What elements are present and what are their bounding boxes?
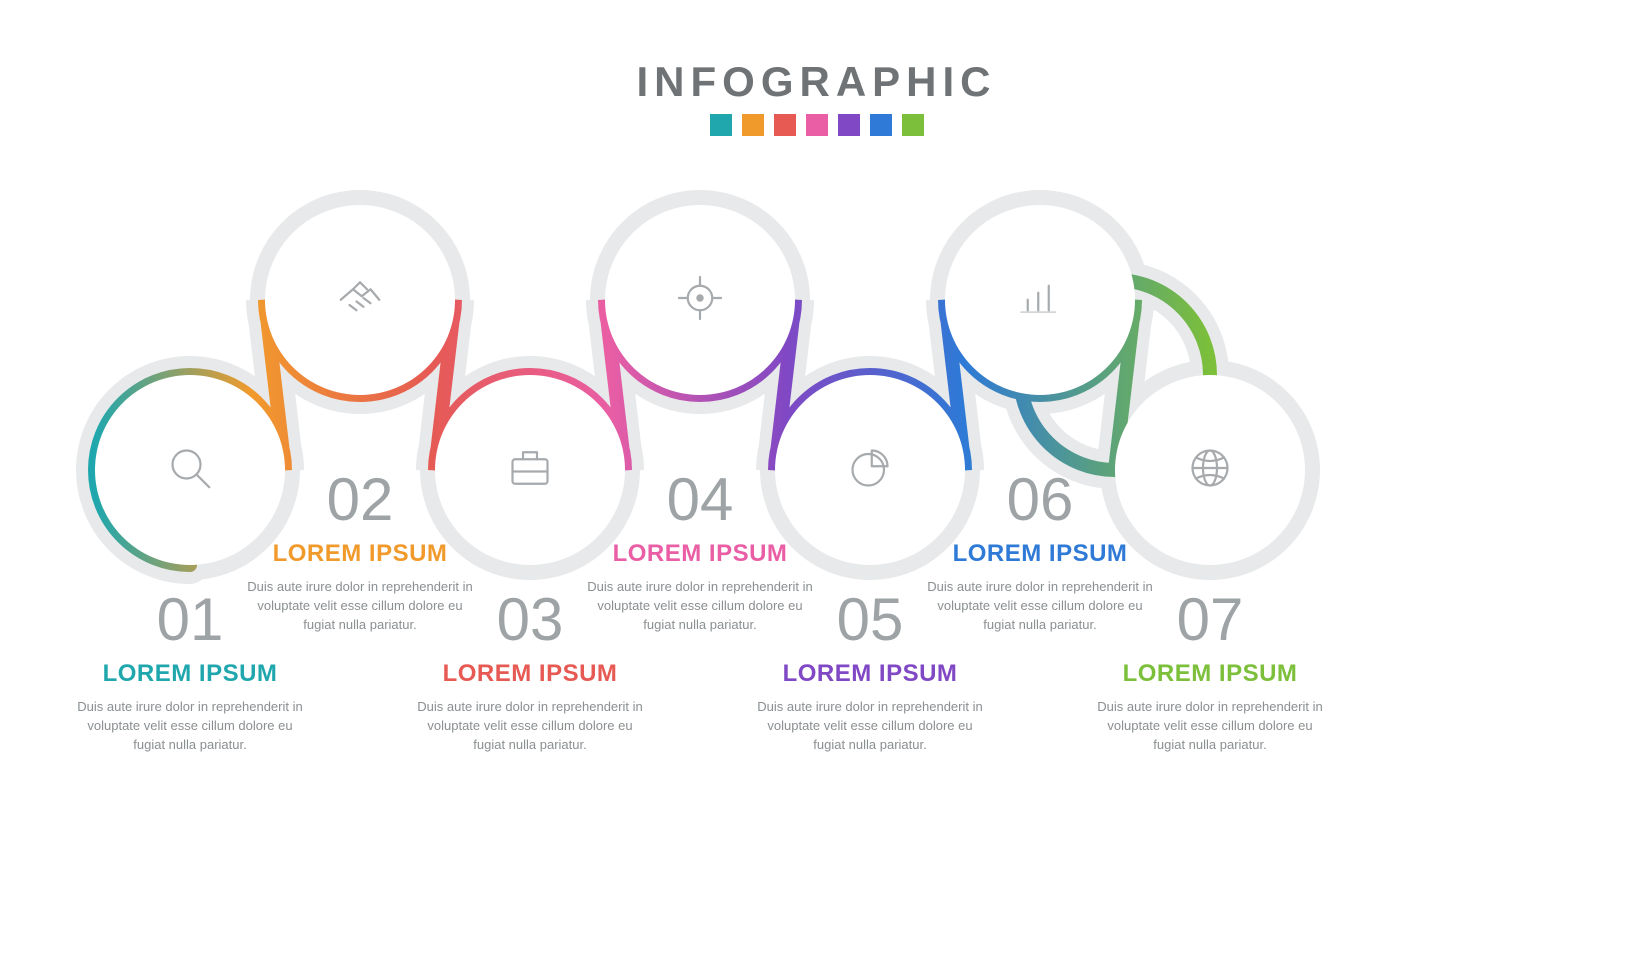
- step-body: Duis aute irure dolor in reprehenderit i…: [415, 698, 645, 755]
- swatch-2: [742, 114, 764, 136]
- step-body: Duis aute irure dolor in reprehenderit i…: [1095, 698, 1325, 755]
- step-number: 07: [1095, 585, 1325, 654]
- step-node-2: [265, 205, 455, 395]
- infographic-stage: INFOGRAPHIC 01 LOREM IPSUM Duis aute iru…: [0, 0, 1633, 980]
- swatch-7: [902, 114, 924, 136]
- globe-icon: [1182, 440, 1238, 501]
- step-node-4: [605, 205, 795, 395]
- pie-icon: [842, 440, 898, 501]
- step-heading: LOREM IPSUM: [415, 660, 645, 688]
- target-icon: [672, 270, 728, 331]
- handshake-icon: [332, 270, 388, 331]
- swatch-1: [710, 114, 732, 136]
- step-number: 04: [585, 465, 815, 534]
- briefcase-icon: [502, 440, 558, 501]
- step-heading: LOREM IPSUM: [755, 660, 985, 688]
- swatch-6: [870, 114, 892, 136]
- step-body: Duis aute irure dolor in reprehenderit i…: [755, 698, 985, 755]
- step-heading: LOREM IPSUM: [245, 540, 475, 568]
- swatch-5: [838, 114, 860, 136]
- color-swatch-row: [0, 114, 1633, 136]
- step-heading: LOREM IPSUM: [925, 540, 1155, 568]
- step-number: 06: [925, 465, 1155, 534]
- step-heading: LOREM IPSUM: [75, 660, 305, 688]
- bars-icon: [1012, 270, 1068, 331]
- step-text-7: 07 LOREM IPSUM Duis aute irure dolor in …: [1095, 585, 1325, 755]
- step-node-6: [945, 205, 1135, 395]
- step-number: 02: [245, 465, 475, 534]
- swatch-4: [806, 114, 828, 136]
- step-heading: LOREM IPSUM: [585, 540, 815, 568]
- step-body: Duis aute irure dolor in reprehenderit i…: [75, 698, 305, 755]
- swatch-3: [774, 114, 796, 136]
- search-icon: [162, 440, 218, 501]
- page-title: INFOGRAPHIC: [0, 58, 1633, 106]
- step-heading: LOREM IPSUM: [1095, 660, 1325, 688]
